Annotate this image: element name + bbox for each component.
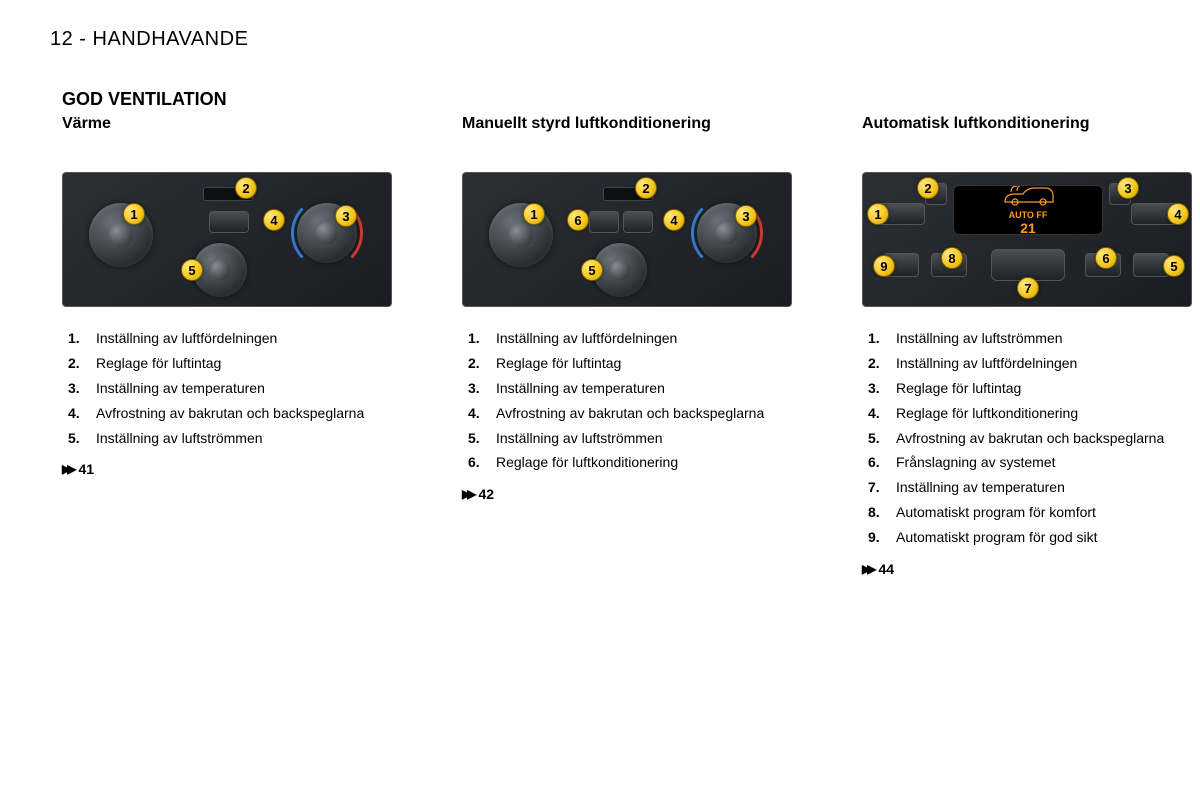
defrost-button — [623, 211, 653, 233]
lcd-display: AUTO FF 21 — [953, 185, 1103, 235]
item-text: Reglage för luftintag — [496, 354, 621, 373]
list-item: Reglage för luftintag — [468, 354, 792, 373]
marker-3: 3 — [1117, 177, 1139, 199]
pageref-number: 42 — [478, 486, 494, 502]
forward-icon: ▶▶ — [862, 562, 872, 576]
list-item: Reglage för luftkonditionering — [468, 453, 792, 472]
marker-6: 6 — [567, 209, 589, 231]
item-text: Reglage för luftintag — [96, 354, 221, 373]
item-text: Inställning av luftfördelningen — [496, 329, 677, 348]
list-item: Inställning av luftfördelningen — [868, 354, 1192, 373]
item-text: Reglage för luftkonditionering — [896, 404, 1078, 423]
marker-6: 6 — [1095, 247, 1117, 269]
list-item: Reglage för luftkonditionering — [868, 404, 1192, 423]
marker-1: 1 — [523, 203, 545, 225]
ac-button — [589, 211, 619, 233]
marker-3: 3 — [335, 205, 357, 227]
lcd-car-icon — [1001, 185, 1056, 208]
pageref-heating: ▶▶ 41 — [62, 461, 392, 477]
pageref-number: 44 — [878, 561, 894, 577]
marker-5: 5 — [1163, 255, 1185, 277]
list-item: Inställning av luftströmmen — [68, 429, 392, 448]
list-item: Inställning av luftfördelningen — [468, 329, 792, 348]
marker-2: 2 — [917, 177, 939, 199]
item-text: Inställning av temperaturen — [96, 379, 265, 398]
forward-icon: ▶▶ — [462, 487, 472, 501]
marker-1: 1 — [123, 203, 145, 225]
marker-5: 5 — [581, 259, 603, 281]
defrost-button — [209, 211, 249, 233]
item-text: Avfrostning av bakrutan och backspeglarn… — [496, 404, 764, 423]
list-item: Avfrostning av bakrutan och backspeglarn… — [68, 404, 392, 423]
marker-2: 2 — [235, 177, 257, 199]
pageref-auto-ac: ▶▶ 44 — [862, 561, 1192, 577]
subtitle-auto-ac: Automatisk luftkonditionering — [862, 114, 1192, 158]
pageref-manual-ac: ▶▶ 42 — [462, 486, 792, 502]
list-item: Reglage för luftintag — [868, 379, 1192, 398]
item-text: Reglage för luftintag — [896, 379, 1021, 398]
item-text: Inställning av luftfördelningen — [96, 329, 277, 348]
col-auto-ac: Automatisk luftkonditionering AUTO FF 21 — [862, 114, 1192, 577]
marker-4: 4 — [663, 209, 685, 231]
list-manual-ac: Inställning av luftfördelningen Reglage … — [462, 329, 792, 472]
marker-7: 7 — [1017, 277, 1039, 299]
list-heating: Inställning av luftfördelningen Reglage … — [62, 329, 392, 447]
marker-4: 4 — [1167, 203, 1189, 225]
pageref-number: 41 — [78, 461, 94, 477]
marker-2: 2 — [635, 177, 657, 199]
item-text: Inställning av luftströmmen — [96, 429, 263, 448]
item-text: Automatiskt program för god sikt — [896, 528, 1098, 547]
panel-heating: 1 2 3 4 5 — [62, 172, 392, 307]
marker-9: 9 — [873, 255, 895, 277]
list-item: Inställning av temperaturen — [68, 379, 392, 398]
item-text: Frånslagning av systemet — [896, 453, 1056, 472]
marker-3: 3 — [735, 205, 757, 227]
marker-5: 5 — [181, 259, 203, 281]
item-text: Inställning av temperaturen — [496, 379, 665, 398]
item-text: Inställning av luftströmmen — [496, 429, 663, 448]
item-text: Reglage för luftkonditionering — [496, 453, 678, 472]
list-item: Inställning av luftströmmen — [468, 429, 792, 448]
item-text: Automatiskt program för komfort — [896, 503, 1096, 522]
subtitle-heating: Värme — [62, 114, 392, 158]
marker-8: 8 — [941, 247, 963, 269]
list-item: Inställning av luftfördelningen — [68, 329, 392, 348]
panel-manual-ac: 1 2 3 4 5 6 — [462, 172, 792, 307]
list-item: Avfrostning av bakrutan och backspeglarn… — [868, 429, 1192, 448]
marker-4: 4 — [263, 209, 285, 231]
list-item: Reglage för luftintag — [68, 354, 392, 373]
list-auto-ac: Inställning av luftströmmen Inställning … — [862, 329, 1192, 547]
forward-icon: ▶▶ — [62, 462, 72, 476]
lcd-content: AUTO FF 21 — [1001, 185, 1056, 235]
list-item: Inställning av temperaturen — [868, 478, 1192, 497]
marker-1: 1 — [867, 203, 889, 225]
lcd-temp: 21 — [1001, 221, 1056, 235]
list-item: Inställning av luftströmmen — [868, 329, 1192, 348]
subtitle-manual-ac: Manuellt styrd luftkonditionering — [462, 114, 792, 158]
col-heating: Värme 1 2 3 4 5 Inställning av luftförde… — [62, 114, 392, 577]
item-text: Avfrostning av bakrutan och backspeglarn… — [896, 429, 1164, 448]
page-header: 12 - HANDHAVANDE — [50, 28, 1150, 51]
list-item: Automatiskt program för god sikt — [868, 528, 1192, 547]
list-item: Inställning av temperaturen — [468, 379, 792, 398]
col-manual-ac: Manuellt styrd luftkonditionering 1 2 3 … — [462, 114, 792, 577]
list-item: Frånslagning av systemet — [868, 453, 1192, 472]
panel-auto-ac: AUTO FF 21 1 2 3 4 5 6 7 8 9 — [862, 172, 1192, 307]
item-text: Inställning av luftströmmen — [896, 329, 1063, 348]
columns-wrapper: Värme 1 2 3 4 5 Inställning av luftförde… — [62, 114, 1150, 577]
list-item: Automatiskt program för komfort — [868, 503, 1192, 522]
item-text: Inställning av temperaturen — [896, 478, 1065, 497]
list-item: Avfrostning av bakrutan och backspeglarn… — [468, 404, 792, 423]
section-title: GOD VENTILATION — [62, 89, 1150, 110]
item-text: Avfrostning av bakrutan och backspeglarn… — [96, 404, 364, 423]
item-text: Inställning av luftfördelningen — [896, 354, 1077, 373]
